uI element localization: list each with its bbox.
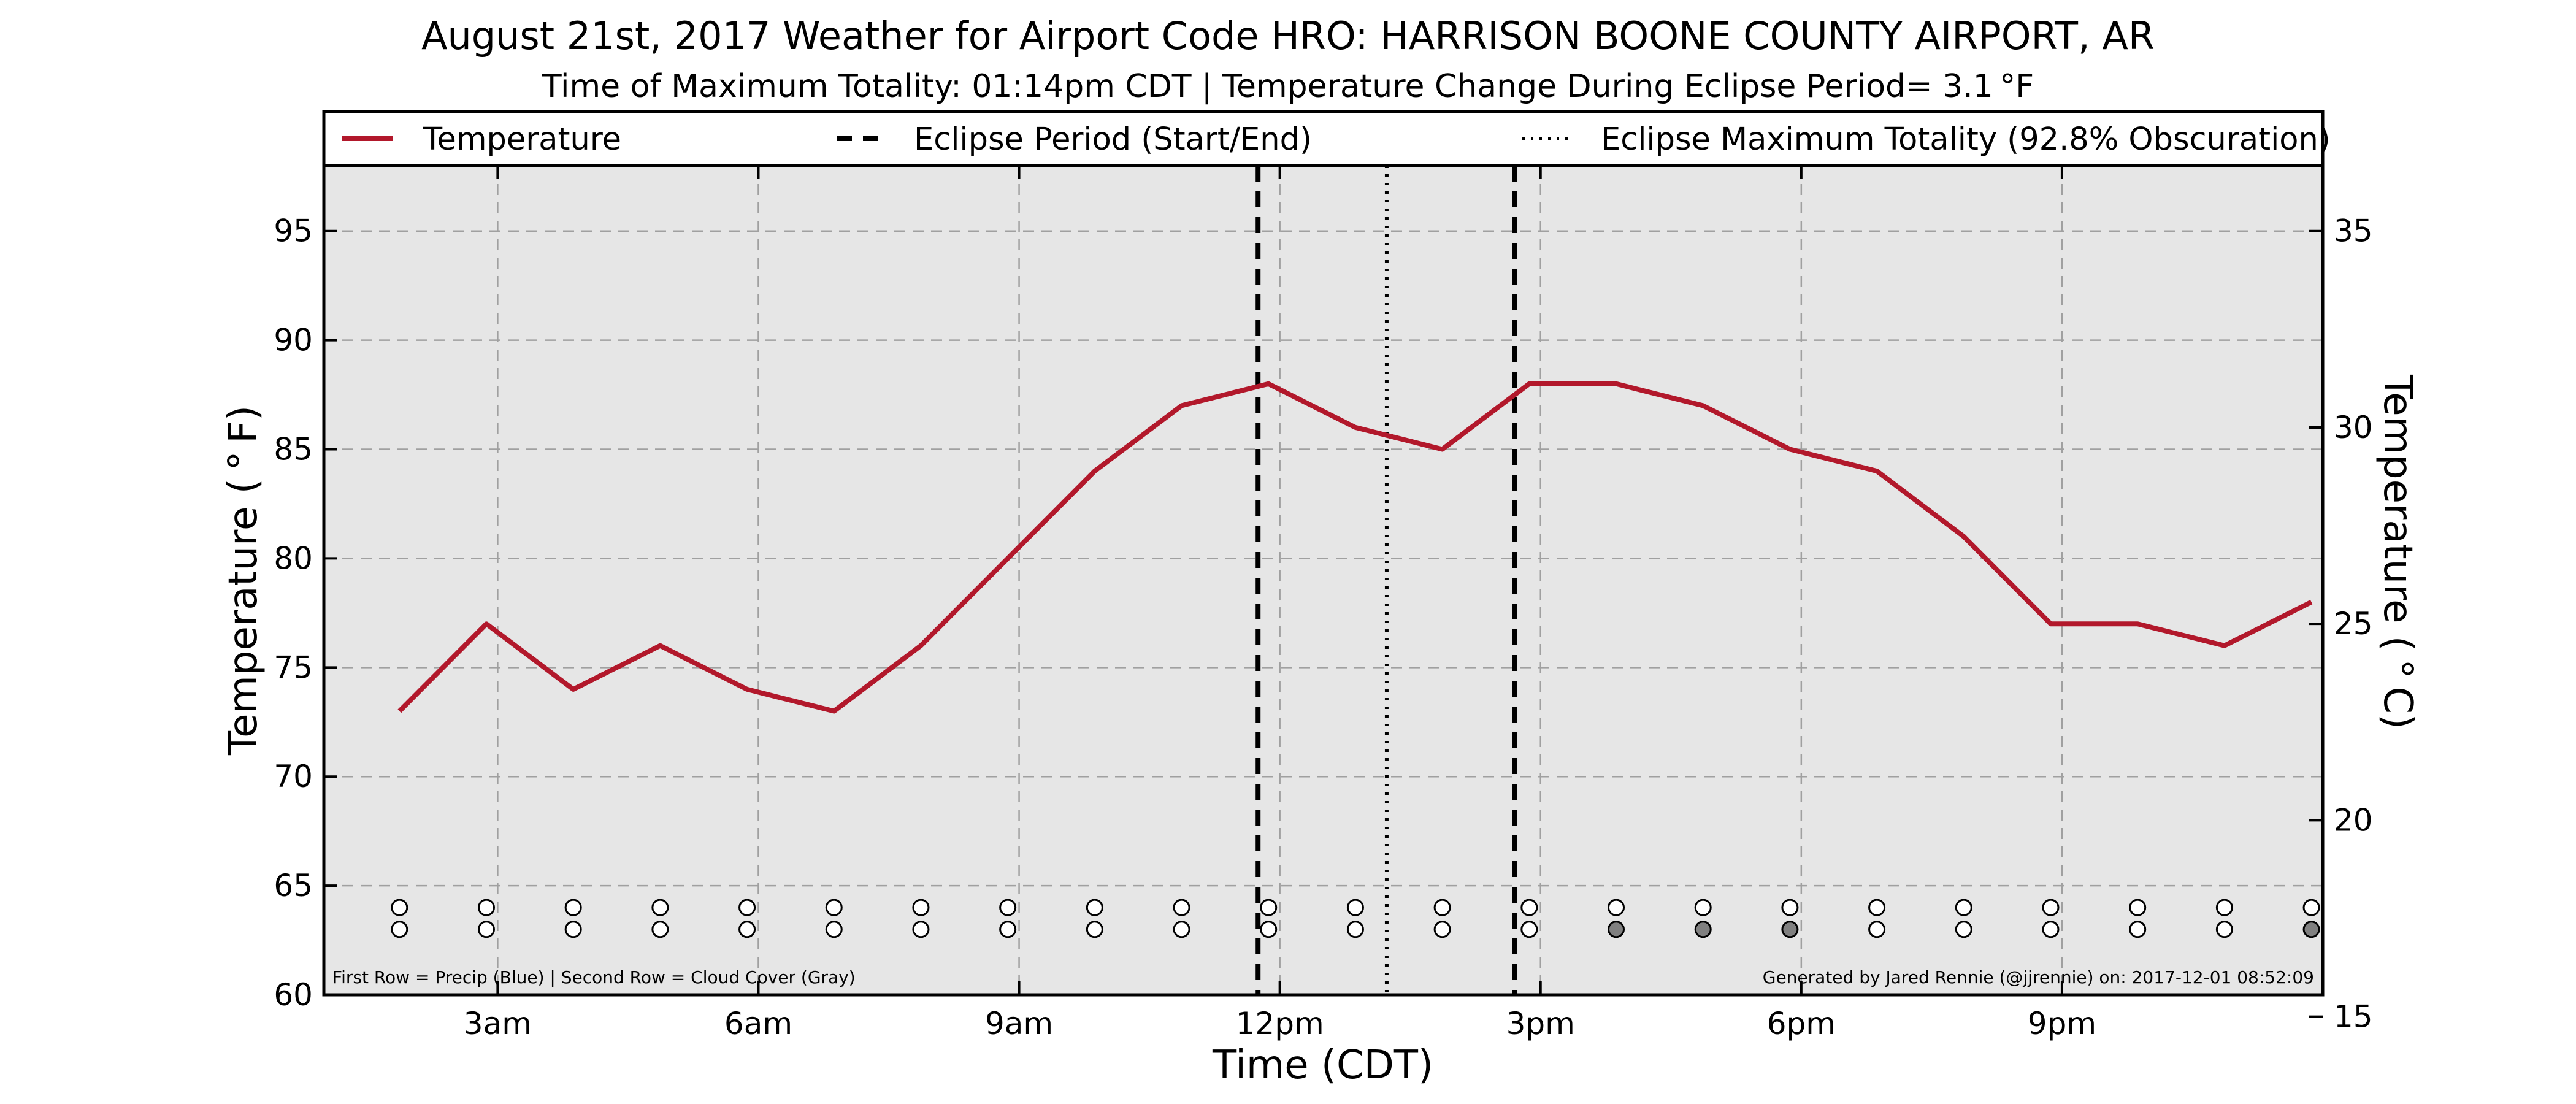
- precip-marker: [2215, 899, 2233, 916]
- precip-marker: [912, 899, 930, 916]
- legend: Temperature Eclipse Period (Start/End) Ecl…: [322, 110, 2331, 167]
- precip-marker: [1260, 899, 1278, 916]
- precip-marker: [2129, 899, 2147, 916]
- legend-label: Eclipse Period (Start/End): [914, 121, 1312, 158]
- cloud-cover-marker: [1346, 921, 1364, 938]
- legend-box: [322, 110, 2325, 167]
- y-right-tick-label: 20: [2334, 802, 2373, 838]
- y-tick-label: 95: [274, 213, 313, 249]
- x-tick-label: 6pm: [1767, 1006, 1836, 1041]
- precip-marker: [825, 899, 843, 916]
- cloud-cover-marker: [1173, 921, 1190, 938]
- cloud-precip-markers: [391, 899, 2320, 938]
- y-tick-label: 70: [274, 759, 313, 794]
- cloud-cover-marker: [1955, 921, 1972, 938]
- precip-marker: [1868, 899, 1886, 916]
- cloud-cover-marker: [2042, 921, 2060, 938]
- x-tick-label: 12pm: [1236, 1006, 1324, 1041]
- precip-marker: [999, 899, 1017, 916]
- cloud-cover-marker: [1868, 921, 1886, 938]
- cloud-cover-marker: [1086, 921, 1103, 938]
- precip-marker: [1520, 899, 1538, 916]
- precip-marker: [1608, 899, 1625, 916]
- chart-title: August 21st, 2017 Weather for Airport Co…: [421, 13, 2155, 58]
- y-right-tick-label: 15: [2334, 999, 2373, 1035]
- plot-area: [324, 166, 2323, 995]
- cloud-cover-marker: [1608, 921, 1625, 938]
- cloud-cover-marker: [912, 921, 930, 938]
- x-tick-label: 9pm: [2028, 1006, 2096, 1041]
- cloud-cover-marker: [2215, 921, 2233, 938]
- precip-marker: [1173, 899, 1190, 916]
- chart-subtitle: Time of Maximum Totality: 01:14pm CDT | …: [542, 68, 2034, 105]
- y-right-tick-label: 35: [2334, 213, 2373, 249]
- footnote-right: Generated by Jared Rennie (@jjrennie) on…: [1763, 967, 2314, 987]
- precip-marker: [391, 899, 408, 916]
- cloud-cover-marker: [825, 921, 843, 938]
- axes: 60 65 70 75 80 85 90 95 3am 6am 9am 12pm 3pm 6pm 9pm 15…: [274, 166, 2373, 1041]
- y-tick-label: 90: [274, 323, 313, 358]
- eclipse-lines: [1255, 166, 1517, 995]
- precip-marker: [1955, 899, 1972, 916]
- cloud-cover-marker: [1260, 921, 1278, 938]
- y-tick-label: 65: [274, 868, 313, 903]
- y-axis-right-label: Temperature ( ° C): [2375, 374, 2420, 729]
- precip-marker: [738, 899, 756, 916]
- cloud-cover-marker: [651, 921, 669, 938]
- cloud-cover-marker: [1694, 921, 1712, 938]
- cloud-cover-marker: [1781, 921, 1799, 938]
- cloud-cover-marker: [2302, 921, 2320, 938]
- precip-marker: [2042, 899, 2060, 916]
- y-axis-label: Temperature ( ° F): [221, 405, 266, 756]
- cloud-cover-marker: [2129, 921, 2147, 938]
- precip-marker: [1346, 899, 1364, 916]
- y-tick-label: 75: [274, 650, 313, 685]
- x-tick-label: 9am: [985, 1006, 1053, 1041]
- legend-label: Eclipse Maximum Totality (92.8% Obscurat…: [1601, 121, 2331, 158]
- cloud-cover-marker: [564, 921, 582, 938]
- series-layer: [397, 381, 2313, 714]
- footnote-left: First Row = Precip (Blue) | Second Row =…: [332, 967, 856, 987]
- cloud-cover-marker: [999, 921, 1017, 938]
- y-tick-label: 60: [274, 977, 313, 1013]
- y-tick-label: 80: [274, 540, 313, 576]
- x-axis-label: Time (CDT): [1212, 1043, 1433, 1088]
- precip-marker: [477, 899, 495, 916]
- grid-lines: [324, 166, 2323, 995]
- y-tick-label: 85: [274, 432, 313, 467]
- cloud-cover-marker: [1520, 921, 1538, 938]
- cloud-cover-marker: [1433, 921, 1451, 938]
- cloud-cover-marker: [391, 921, 408, 938]
- precip-marker: [1086, 899, 1103, 916]
- x-tick-label: 3am: [464, 1006, 532, 1041]
- x-tick-label: 3pm: [1506, 1006, 1575, 1041]
- precip-marker: [564, 899, 582, 916]
- x-tick-label: 6am: [724, 1006, 792, 1041]
- precip-marker: [1433, 899, 1451, 916]
- legend-label: Temperature: [423, 121, 621, 158]
- y-right-tick-label: 25: [2334, 606, 2373, 642]
- cloud-cover-marker: [477, 921, 495, 938]
- precip-marker: [1781, 899, 1799, 916]
- precip-marker: [2302, 899, 2320, 916]
- precip-marker: [651, 899, 669, 916]
- y-right-tick-label: 30: [2334, 410, 2373, 445]
- cloud-cover-marker: [738, 921, 756, 938]
- precip-marker: [1694, 899, 1712, 916]
